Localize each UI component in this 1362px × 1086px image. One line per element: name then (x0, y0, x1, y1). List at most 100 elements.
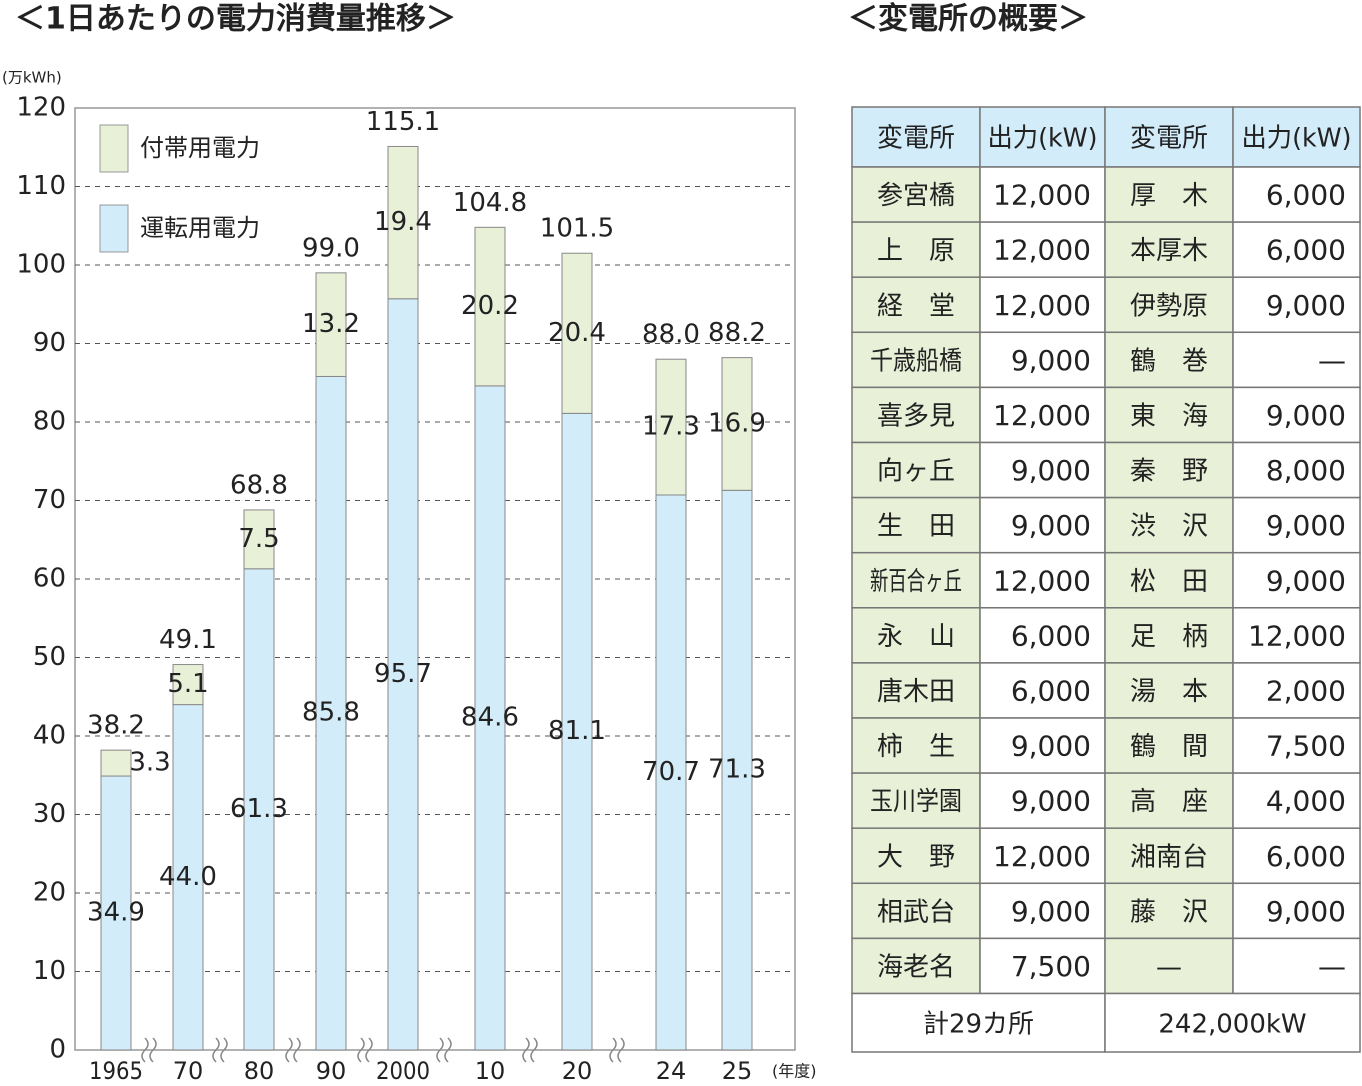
table-cell (1104, 607, 1234, 664)
bar-segment (243, 509, 275, 570)
axis-break (609, 1037, 617, 1063)
table-header: 出力(kW) (988, 124, 1098, 154)
y-tick-label: 50 (33, 642, 66, 672)
axis-break (530, 1037, 538, 1063)
table-cell (1104, 937, 1234, 995)
data-label: 44.0 (159, 862, 217, 892)
table-cell (979, 441, 1106, 499)
data-label: 85.8 (302, 698, 360, 728)
station-output: 6,000 (1011, 619, 1091, 652)
station-name: 喜多見 (877, 401, 955, 431)
station-name: 柿 生 (877, 732, 955, 762)
table-cell (1232, 441, 1361, 499)
bar-segment (315, 272, 347, 377)
station-output: 12,000 (993, 289, 1091, 322)
table-cell (1232, 772, 1361, 829)
station-name: 伊勢原 (1130, 291, 1208, 321)
station-name: 渋 沢 (1130, 512, 1208, 542)
bar-segment (561, 252, 593, 414)
table-cell (1232, 607, 1361, 664)
bar-segment (100, 775, 132, 1051)
data-label: 34.9 (87, 898, 145, 928)
y-tick-label: 20 (33, 878, 66, 908)
station-name: 松 田 (1130, 567, 1208, 597)
data-label: 70.7 (642, 757, 700, 787)
station-output: 9,000 (1011, 344, 1091, 377)
station-name: — (1156, 952, 1182, 982)
table-cell (851, 827, 981, 885)
table-title: ＜変電所の概要＞ (848, 2, 1088, 37)
station-output: 7,500 (1011, 950, 1091, 983)
table-footer: 242,000kW (1158, 1009, 1306, 1039)
y-tick-label: 120 (16, 93, 66, 123)
table-cell (1232, 106, 1361, 168)
table-cell (979, 166, 1106, 223)
total-label: 104.8 (453, 188, 527, 218)
station-output: 12,000 (1248, 619, 1346, 652)
station-output: 6,000 (1266, 234, 1346, 267)
station-name: 向ヶ丘 (877, 457, 955, 487)
station-output: — (1318, 344, 1346, 377)
x-tick-label: 20 (562, 1057, 593, 1085)
bar-segment (387, 145, 419, 300)
axis-break (444, 1037, 452, 1063)
legend-swatch (99, 124, 129, 173)
station-name: 海老名 (877, 952, 955, 982)
bar-segment (474, 385, 506, 1051)
axis-break (365, 1037, 373, 1063)
station-output: 12,000 (993, 179, 1091, 212)
station-name: 湯 本 (1130, 677, 1208, 707)
station-name: 秦 野 (1130, 457, 1208, 487)
bar-segment (172, 664, 204, 706)
table-cell (1232, 937, 1361, 995)
table-cell (851, 221, 981, 278)
y-tick-label: 110 (16, 171, 66, 201)
station-name: 参宮橋 (877, 181, 955, 211)
data-label: 20.4 (548, 318, 606, 348)
x-tick-label: 25 (722, 1057, 753, 1085)
table-cell (979, 496, 1106, 554)
x-tick-label: 80 (244, 1057, 275, 1085)
x-tick-label: 70 (173, 1057, 204, 1085)
axis-break (220, 1037, 228, 1063)
total-label: 68.8 (230, 470, 288, 500)
station-output: 6,000 (1011, 674, 1091, 707)
station-name: 新百合ヶ丘 (870, 567, 962, 597)
station-name: 本厚木 (1130, 236, 1208, 266)
data-label: 61.3 (230, 794, 288, 824)
bar-segment (243, 568, 275, 1051)
data-label: 3.3 (129, 748, 170, 778)
table-footer: 計29カ所 (923, 1009, 1034, 1039)
total-label: 49.1 (159, 625, 217, 655)
table-cell (851, 276, 981, 334)
legend-label: 運転用電力 (140, 214, 260, 242)
y-tick-label: 70 (33, 485, 66, 515)
table-cell (1104, 717, 1234, 774)
total-label: 101.5 (540, 214, 614, 244)
legend-label: 付帯用電力 (140, 134, 260, 162)
axis-break (436, 1037, 444, 1063)
station-name: 永 山 (877, 622, 955, 652)
axis-break (293, 1037, 301, 1063)
bar-segment (721, 489, 753, 1051)
x-tick-label: 2000 (376, 1057, 430, 1085)
table-cell (1232, 166, 1361, 223)
axis-break (617, 1037, 625, 1063)
chart-title: ＜1日あたりの電力消費量推移＞ (15, 2, 456, 37)
table-cell (851, 882, 981, 940)
table-cell (1104, 276, 1234, 334)
data-label: 19.4 (374, 207, 432, 237)
axis-break (522, 1037, 530, 1063)
station-output: 9,000 (1011, 785, 1091, 818)
total-label: 88.0 (642, 320, 700, 350)
station-output: 6,000 (1266, 179, 1346, 212)
total-label: 99.0 (302, 233, 360, 263)
table-cell (851, 607, 981, 664)
station-output: 12,000 (993, 840, 1091, 873)
table-cell (1104, 551, 1234, 609)
station-output: 9,000 (1011, 895, 1091, 928)
data-label: 95.7 (374, 659, 432, 689)
table-cell (1232, 662, 1361, 719)
table-cell (1104, 772, 1234, 829)
y-axis-label: (万kWh) (2, 69, 62, 87)
